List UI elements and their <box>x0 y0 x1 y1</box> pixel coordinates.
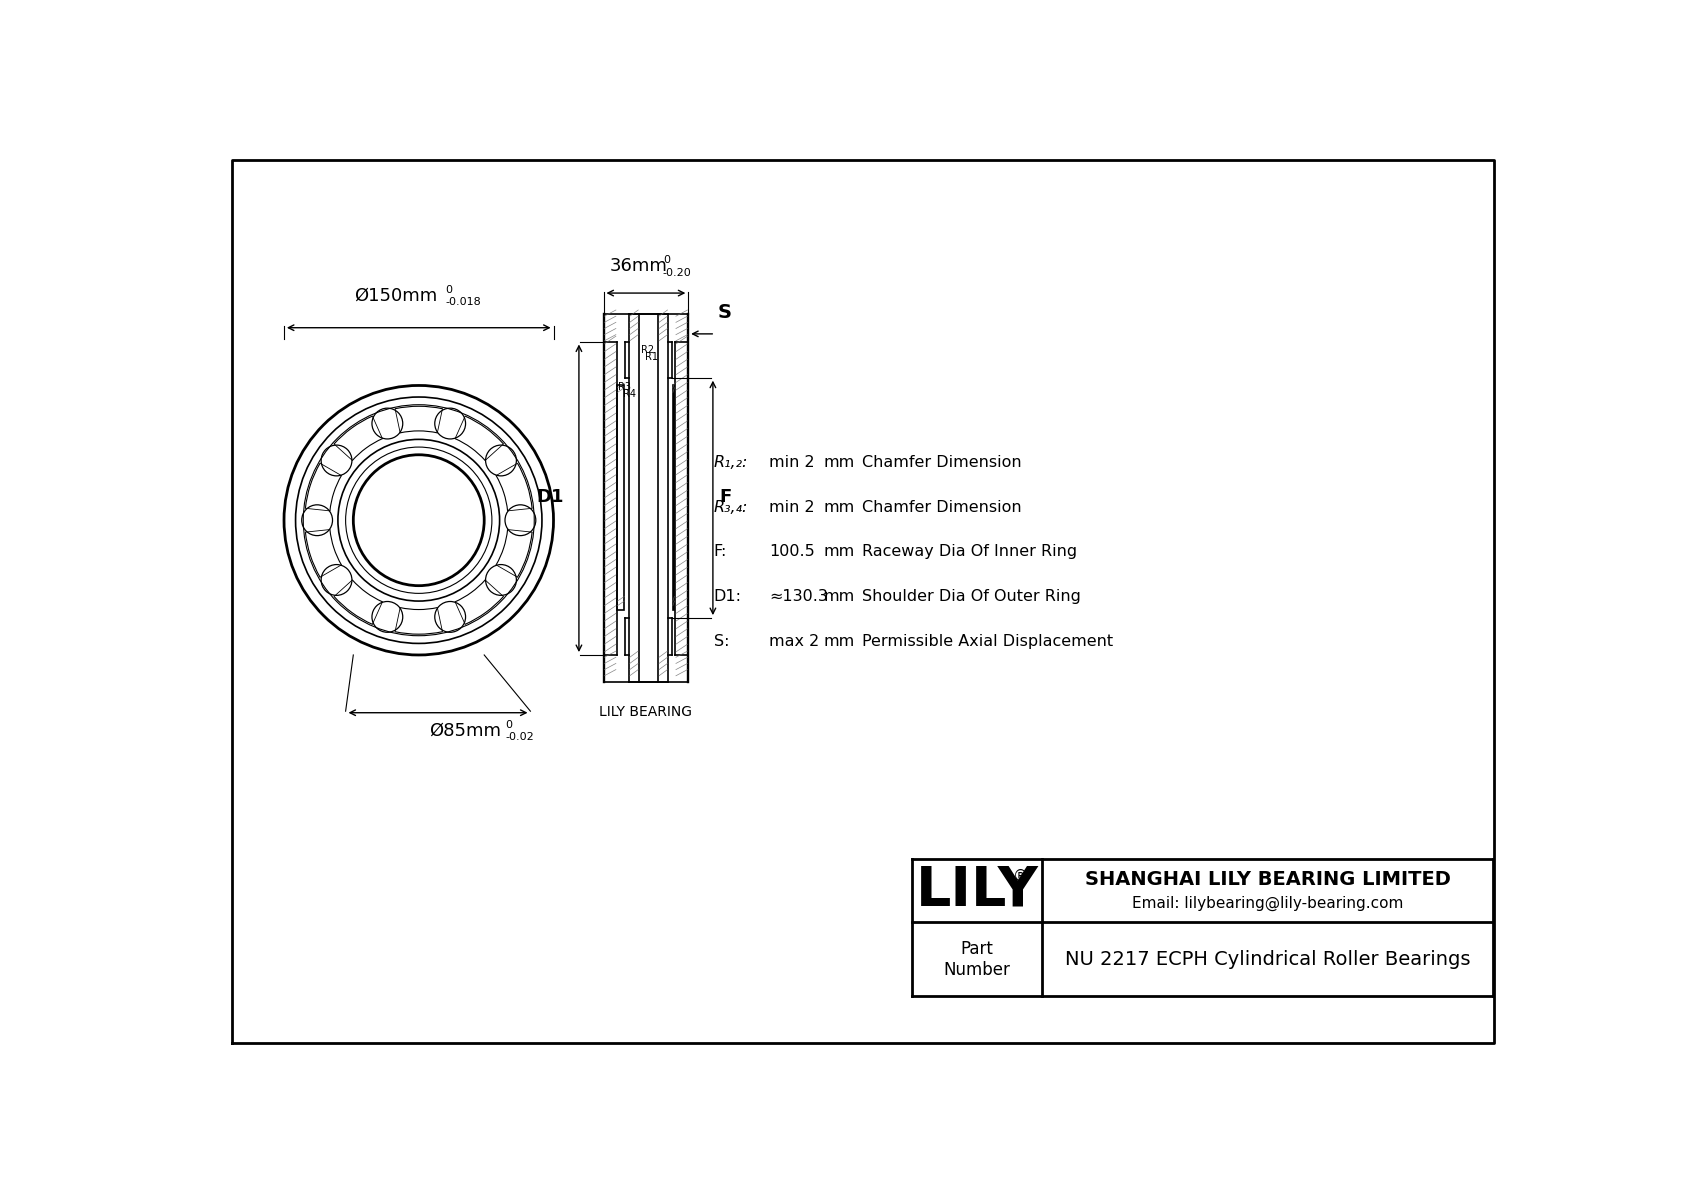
Text: Part
Number: Part Number <box>943 940 1010 979</box>
Text: D1:: D1: <box>714 590 741 604</box>
Text: mm: mm <box>823 590 854 604</box>
Text: Permissible Axial Displacement: Permissible Axial Displacement <box>862 634 1113 649</box>
Text: Ø85mm: Ø85mm <box>429 722 500 740</box>
Text: 36mm: 36mm <box>610 257 667 275</box>
Text: ®: ® <box>1014 869 1029 884</box>
Text: LILY BEARING: LILY BEARING <box>600 705 692 719</box>
Text: Raceway Dia Of Inner Ring: Raceway Dia Of Inner Ring <box>862 544 1076 560</box>
Text: mm: mm <box>823 455 854 470</box>
Text: mm: mm <box>823 544 854 560</box>
Text: F:: F: <box>714 544 727 560</box>
Text: D1: D1 <box>536 488 564 506</box>
Text: ≈130.3: ≈130.3 <box>770 590 829 604</box>
Text: LILY: LILY <box>916 863 1039 917</box>
Text: R3: R3 <box>618 381 632 392</box>
Text: R4: R4 <box>623 389 637 399</box>
Text: -0.018: -0.018 <box>446 297 482 307</box>
Text: 100.5: 100.5 <box>770 544 815 560</box>
Text: S: S <box>717 303 731 322</box>
Text: R₁,₂:: R₁,₂: <box>714 455 748 470</box>
Text: NU 2217 ECPH Cylindrical Roller Bearings: NU 2217 ECPH Cylindrical Roller Bearings <box>1064 949 1470 968</box>
Text: S:: S: <box>714 634 729 649</box>
Text: 0: 0 <box>663 255 670 266</box>
Text: R2: R2 <box>640 344 653 355</box>
Text: Shoulder Dia Of Outer Ring: Shoulder Dia Of Outer Ring <box>862 590 1081 604</box>
Text: SHANGHAI LILY BEARING LIMITED: SHANGHAI LILY BEARING LIMITED <box>1084 871 1450 890</box>
Text: -0.02: -0.02 <box>505 732 534 742</box>
Text: -0.20: -0.20 <box>663 268 692 278</box>
Text: min 2: min 2 <box>770 455 815 470</box>
Text: F: F <box>719 488 731 506</box>
Text: mm: mm <box>823 500 854 515</box>
Text: Chamfer Dimension: Chamfer Dimension <box>862 455 1021 470</box>
Text: Ø150mm: Ø150mm <box>354 287 438 305</box>
Text: R1: R1 <box>645 353 658 362</box>
Text: mm: mm <box>823 634 854 649</box>
Text: min 2: min 2 <box>770 500 815 515</box>
Text: R₃,₄:: R₃,₄: <box>714 500 748 515</box>
Text: max 2: max 2 <box>770 634 820 649</box>
Text: 0: 0 <box>505 719 512 730</box>
Text: Email: lilybearing@lily-bearing.com: Email: lilybearing@lily-bearing.com <box>1132 896 1403 911</box>
Text: 0: 0 <box>446 285 453 294</box>
Text: Chamfer Dimension: Chamfer Dimension <box>862 500 1021 515</box>
